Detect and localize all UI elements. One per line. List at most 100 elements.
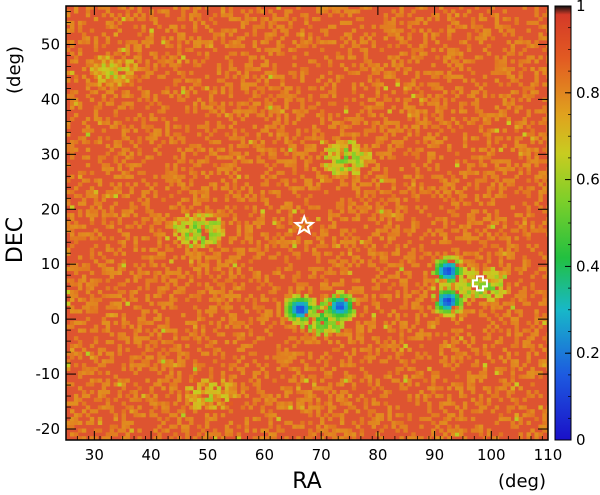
heatmap-cell xyxy=(201,59,206,64)
heatmap-cell xyxy=(359,209,365,214)
heatmap-cell xyxy=(109,13,115,18)
heatmap-cell xyxy=(339,278,345,283)
heatmap-cell xyxy=(173,282,178,287)
heatmap-cell xyxy=(256,286,261,291)
heatmap-cell xyxy=(407,32,412,37)
heatmap-cell xyxy=(459,190,464,195)
heatmap-cell xyxy=(308,97,313,102)
heatmap-cell xyxy=(498,259,504,264)
heatmap-cell xyxy=(355,332,361,337)
heatmap-cell xyxy=(101,59,107,64)
heatmap-cell xyxy=(407,113,412,118)
heatmap-cell xyxy=(419,243,424,249)
heatmap-cell xyxy=(387,74,392,79)
heatmap-cell xyxy=(121,243,126,249)
heatmap-cell xyxy=(332,293,337,299)
heatmap-cell xyxy=(268,397,273,402)
heatmap-cell xyxy=(292,186,297,191)
heatmap-cell xyxy=(359,336,365,341)
heatmap-cell xyxy=(474,401,480,406)
heatmap-cell xyxy=(474,228,480,233)
heatmap-cell xyxy=(324,28,329,33)
heatmap-cell xyxy=(137,366,142,372)
heatmap-cell xyxy=(304,163,309,168)
heatmap-cell xyxy=(486,255,492,260)
heatmap-cell xyxy=(387,70,392,75)
heatmap-cell xyxy=(375,209,380,214)
heatmap-cell xyxy=(387,128,392,133)
heatmap-cell xyxy=(423,393,428,399)
heatmap-cell xyxy=(292,163,297,168)
heatmap-cell xyxy=(73,78,79,83)
heatmap-cell xyxy=(292,93,297,99)
heatmap-cell xyxy=(284,301,289,306)
heatmap-cell xyxy=(486,9,492,14)
heatmap-cell xyxy=(494,370,500,375)
heatmap-cell xyxy=(113,193,118,199)
heatmap-cell xyxy=(121,382,126,387)
heatmap-cell xyxy=(117,266,122,272)
heatmap-cell xyxy=(224,428,230,433)
heatmap-cell xyxy=(101,55,107,60)
heatmap-cell xyxy=(300,374,305,379)
heatmap-cell xyxy=(335,201,341,206)
heatmap-cell xyxy=(149,397,154,402)
heatmap-cell xyxy=(193,40,198,45)
heatmap-cell xyxy=(415,282,420,287)
heatmap-cell xyxy=(248,224,253,229)
heatmap-cell xyxy=(470,347,476,352)
heatmap-cell xyxy=(316,136,321,141)
heatmap-cell xyxy=(304,243,309,249)
heatmap-cell xyxy=(415,351,420,356)
heatmap-cell xyxy=(161,401,166,406)
heatmap-cell xyxy=(300,109,305,114)
heatmap-cell xyxy=(248,159,253,164)
heatmap-cell xyxy=(339,378,345,383)
heatmap-cell xyxy=(193,370,198,375)
heatmap-cell xyxy=(228,67,234,72)
heatmap-cell xyxy=(204,213,210,218)
heatmap-cell xyxy=(129,355,134,360)
heatmap-cell xyxy=(494,290,500,295)
heatmap-cell xyxy=(371,313,376,318)
heatmap-cell xyxy=(248,351,253,356)
heatmap-cell xyxy=(145,63,150,68)
heatmap-cell xyxy=(332,174,337,179)
heatmap-cell xyxy=(339,174,345,179)
heatmap-cell xyxy=(177,270,182,275)
heatmap-cell xyxy=(343,155,349,160)
heatmap-cell xyxy=(395,351,400,356)
heatmap-cell xyxy=(320,355,325,360)
heatmap-cell xyxy=(455,20,460,25)
heatmap-cell xyxy=(486,386,492,391)
heatmap-cell xyxy=(371,178,376,183)
heatmap-cell xyxy=(197,313,202,318)
heatmap-cell xyxy=(208,313,214,318)
heatmap-cell xyxy=(308,324,313,329)
heatmap-cell xyxy=(443,282,448,287)
heatmap-cell xyxy=(367,128,373,133)
heatmap-cell xyxy=(145,201,150,206)
heatmap-cell xyxy=(328,217,333,222)
heatmap-cell xyxy=(415,6,420,10)
heatmap-cell xyxy=(181,274,186,279)
heatmap-cell xyxy=(308,224,313,229)
heatmap-cell xyxy=(343,32,349,37)
heatmap-cell xyxy=(97,117,103,122)
heatmap-cell xyxy=(149,17,154,22)
heatmap-cell xyxy=(228,236,234,241)
heatmap-cell xyxy=(502,236,507,241)
heatmap-cell xyxy=(89,351,95,356)
heatmap-cell xyxy=(383,359,388,364)
heatmap-cell xyxy=(117,351,122,356)
heatmap-cell xyxy=(292,297,297,302)
heatmap-cell xyxy=(228,297,234,302)
heatmap-cell xyxy=(387,147,392,152)
heatmap-cell xyxy=(125,213,130,218)
heatmap-cell xyxy=(149,124,154,129)
heatmap-cell xyxy=(212,397,218,402)
heatmap-cell xyxy=(443,255,448,260)
heatmap-cell xyxy=(165,186,170,191)
heatmap-cell xyxy=(447,363,452,368)
heatmap-cell xyxy=(332,301,337,306)
